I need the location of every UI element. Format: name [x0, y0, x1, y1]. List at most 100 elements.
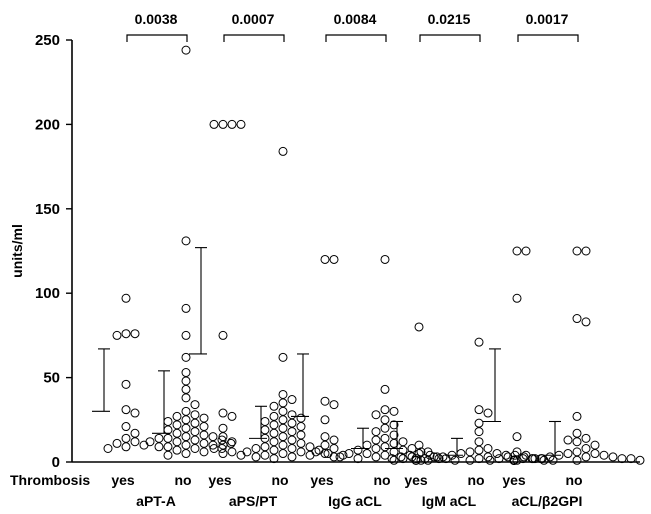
group-1: aPS/PT 0.0007 yes no: [189, 11, 333, 509]
series-yes: yes: [92, 293, 149, 488]
data-point: [121, 293, 131, 303]
category-label: IgG aCL: [328, 493, 382, 509]
data-point: [353, 454, 363, 464]
data-point: [387, 454, 397, 464]
data-point: [429, 452, 439, 462]
data-point: [416, 455, 426, 465]
data-point: [181, 393, 191, 403]
data-point: [269, 428, 279, 438]
data-point: [278, 352, 288, 362]
data-point: [512, 455, 522, 465]
data-point: [172, 420, 182, 430]
data-point: [572, 447, 582, 457]
data-point: [181, 330, 191, 340]
data-point: [121, 329, 131, 339]
data-point: [112, 438, 122, 448]
data-point: [296, 422, 306, 432]
data-point: [154, 442, 164, 452]
data-point: [269, 411, 279, 421]
data-point: [227, 437, 237, 447]
data-point: [474, 445, 484, 455]
data-point: [380, 433, 390, 443]
series-yes: yes: [291, 254, 348, 488]
significance-bracket: [126, 34, 188, 42]
data-point: [380, 415, 390, 425]
data-point: [581, 443, 591, 453]
p-value-label: 0.0215: [428, 11, 471, 27]
data-point: [329, 254, 339, 264]
data-point: [287, 452, 297, 462]
data-point: [236, 119, 246, 129]
data-point: [572, 437, 582, 447]
data-point: [494, 454, 504, 464]
data-point: [581, 246, 591, 256]
data-point: [163, 425, 173, 435]
y-tick-label: 100: [35, 285, 60, 302]
data-point: [447, 450, 457, 460]
data-point: [163, 433, 173, 443]
data-point: [411, 455, 421, 465]
data-point: [512, 293, 522, 303]
data-point: [278, 146, 288, 156]
data-point: [296, 430, 306, 440]
data-point: [190, 410, 200, 420]
data-point: [121, 442, 131, 452]
data-point: [278, 423, 288, 433]
data-point: [112, 330, 122, 340]
data-point: [260, 442, 270, 452]
data-point: [287, 395, 297, 405]
data-point: [218, 408, 228, 418]
data-point: [512, 246, 522, 256]
data-point: [398, 437, 408, 447]
p-value-label: 0.0084: [334, 11, 377, 27]
data-point: [380, 384, 390, 394]
category-label: aCL/β2GPI: [512, 493, 583, 509]
series-no: no: [509, 246, 645, 488]
data-point: [172, 437, 182, 447]
category-label: aPS/PT: [229, 493, 278, 509]
data-point: [172, 411, 182, 421]
data-point: [518, 454, 528, 464]
data-point: [287, 410, 297, 420]
data-point: [278, 415, 288, 425]
data-point: [278, 398, 288, 408]
data-point: [296, 413, 306, 423]
data-point: [121, 379, 131, 389]
y-tick-label: 250: [35, 32, 60, 49]
y-tick-label: 150: [35, 201, 60, 218]
data-point: [190, 427, 200, 437]
data-point: [398, 454, 408, 464]
data-point: [139, 440, 149, 450]
data-point: [242, 447, 252, 457]
data-point: [287, 443, 297, 453]
data-point: [380, 442, 390, 452]
data-point: [218, 119, 228, 129]
data-point: [512, 432, 522, 442]
data-point: [181, 352, 191, 362]
data-point: [450, 455, 460, 465]
category-label: IgM aCL: [422, 493, 477, 509]
data-point: [581, 433, 591, 443]
data-point: [371, 410, 381, 420]
data-point: [590, 440, 600, 450]
data-point: [181, 432, 191, 442]
data-point: [130, 329, 140, 339]
thrombosis-no-label: no: [565, 472, 582, 488]
data-point: [503, 452, 513, 462]
data-point: [335, 452, 345, 462]
data-point: [121, 422, 131, 432]
data-point: [311, 447, 321, 457]
data-point: [563, 435, 573, 445]
data-point: [251, 452, 261, 462]
data-point: [163, 416, 173, 426]
data-point: [190, 443, 200, 453]
data-point: [181, 406, 191, 416]
thrombosis-yes-label: yes: [111, 472, 135, 488]
data-point: [218, 423, 228, 433]
p-value-label: 0.0038: [135, 11, 178, 27]
data-point: [389, 406, 399, 416]
significance-bracket: [419, 34, 481, 42]
data-point: [465, 455, 475, 465]
data-point: [305, 450, 315, 460]
